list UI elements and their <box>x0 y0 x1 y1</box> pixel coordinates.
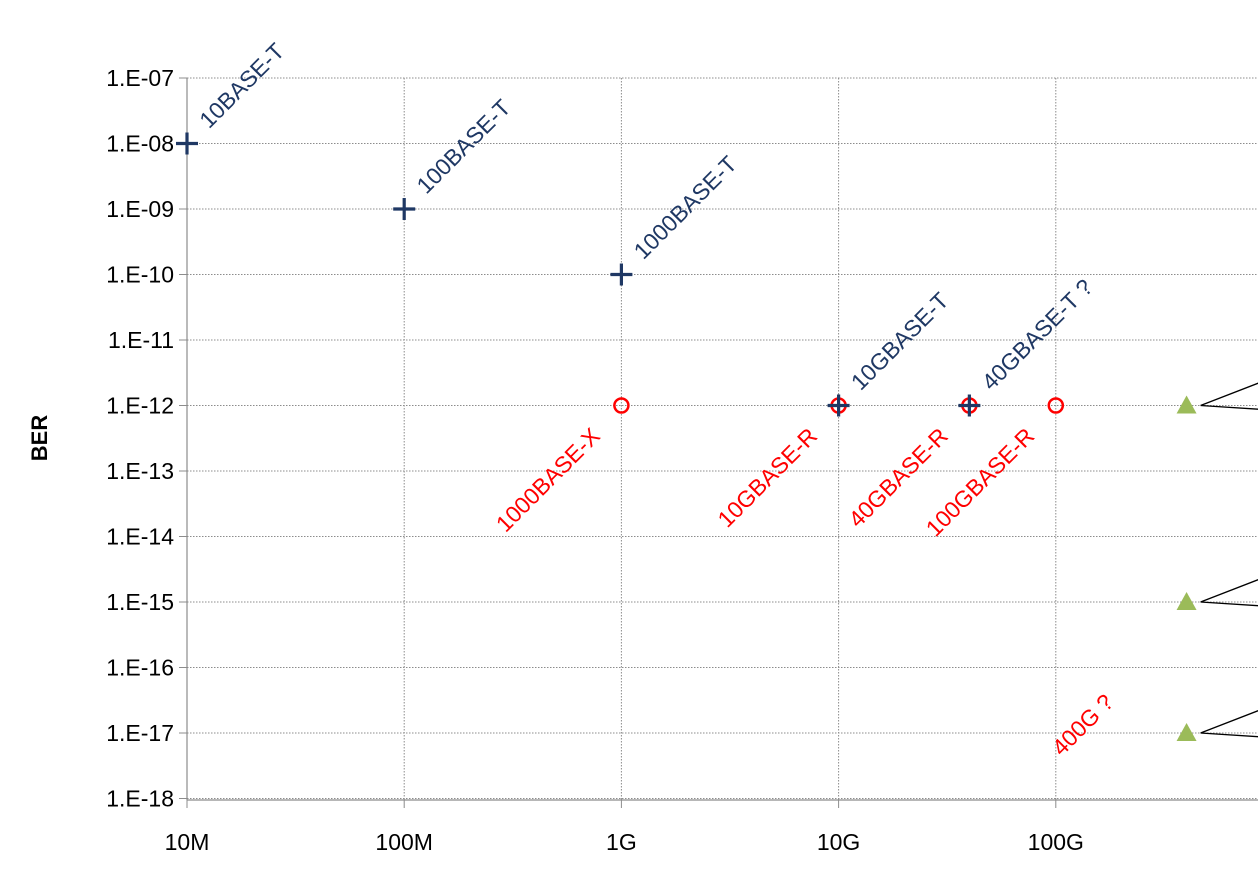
plus-marker <box>610 263 633 286</box>
point-annotation: 40GBASE-T ? <box>977 274 1098 395</box>
callout-lines <box>1200 382 1258 738</box>
callout-line <box>1200 382 1258 410</box>
y-tick-label: 1.E-11 <box>108 327 174 353</box>
y-tick-label: 1.E-15 <box>106 589 174 615</box>
y-tick-label: 1.E-13 <box>106 458 174 484</box>
y-tick-label: 1.E-12 <box>106 393 174 419</box>
point-annotation: 10GBASE-T <box>846 287 954 395</box>
y-tick-label: 1.E-09 <box>106 196 174 222</box>
y-tick-label: 1.E-18 <box>106 786 174 812</box>
x-tick-label: 10M <box>165 829 210 855</box>
data-marks <box>176 132 1197 741</box>
x-tick-label: 1G <box>606 829 637 855</box>
x-tick-label: 10G <box>817 829 860 855</box>
callout-line <box>1200 710 1258 738</box>
y-tick-label: 1.E-14 <box>106 524 174 550</box>
point-annotation: 400G ? <box>1047 689 1119 761</box>
triangle-marker <box>1176 592 1197 610</box>
point-annotation: 1000BASE-T <box>629 151 742 264</box>
plus-marker <box>958 394 981 417</box>
point-annotation: 1000BASE-X <box>491 423 605 537</box>
plus-marker <box>393 198 416 220</box>
y-tick-label: 1.E-10 <box>106 262 174 288</box>
triangle-marker <box>1176 723 1197 741</box>
plus-marker <box>827 394 850 417</box>
axes <box>179 77 1258 808</box>
plus-marker <box>176 132 198 155</box>
circle-marker <box>1047 397 1065 414</box>
circle-marker <box>613 397 630 414</box>
y-tick-label: 1.E-16 <box>106 655 174 681</box>
point-annotation: 100BASE-T <box>411 94 515 198</box>
tick-labels: 1.E-07 1.E-08 1.E-09 1.E-10 1.E-11 1.E-12 1.E-… <box>106 65 1084 855</box>
point-annotation: 10GBASE-R <box>712 423 822 533</box>
y-tick-label: 1.E-07 <box>106 65 174 91</box>
x-tick-label: 100G <box>1028 829 1084 855</box>
y-axis-label: BER <box>27 415 52 462</box>
y-tick-label: 1.E-17 <box>106 720 174 746</box>
triangle-marker <box>1176 395 1197 414</box>
point-annotations: 10BASE-T 100BASE-T 1000BASE-T 10GBASE-T 40GB… <box>194 38 1118 761</box>
point-annotation: 10BASE-T <box>194 38 289 133</box>
gridlines <box>187 77 1258 800</box>
y-tick-label: 1.E-08 <box>106 131 174 157</box>
x-tick-label: 100M <box>375 829 433 855</box>
callout-line <box>1200 579 1258 607</box>
